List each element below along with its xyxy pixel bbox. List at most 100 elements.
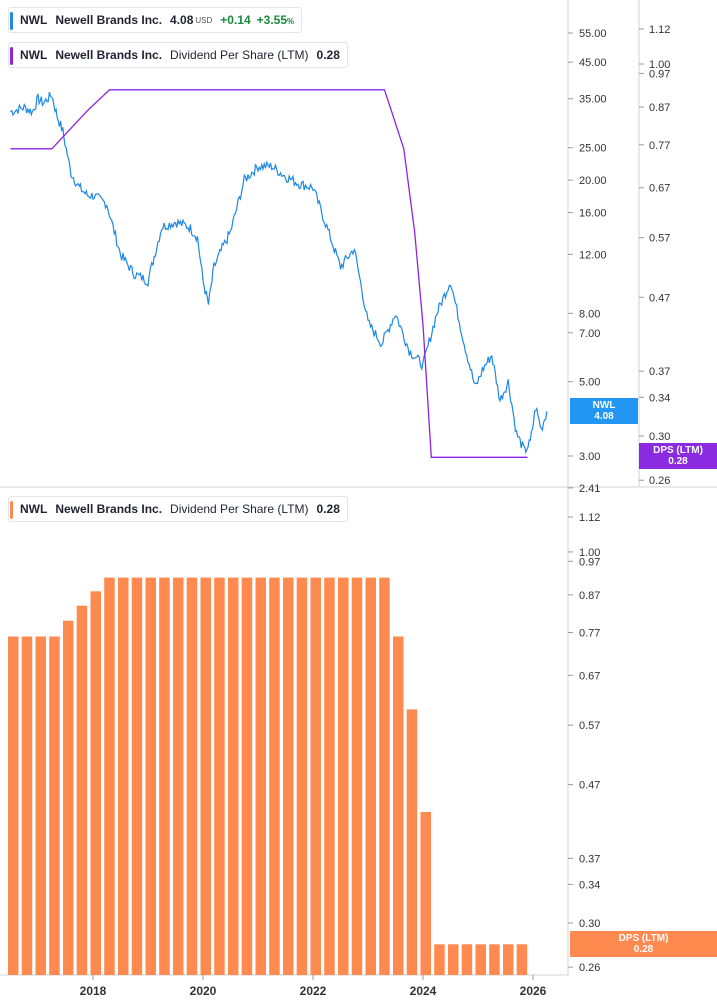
- dps-bar: [118, 577, 129, 975]
- dps-bar: [393, 636, 404, 975]
- price-axis-tick-label: 5.00: [579, 377, 600, 389]
- dps-axis-tick-label: 0.30: [649, 431, 670, 443]
- dps-bar: [489, 944, 500, 975]
- dps-bar: [269, 577, 280, 975]
- price-axis-tick-label: 45.00: [579, 57, 607, 69]
- dps-bar: [35, 636, 46, 975]
- price-line: [10, 91, 548, 455]
- dps-bar: [159, 577, 170, 975]
- legend-ticker: NWL: [20, 13, 48, 27]
- dps-bar: [131, 577, 143, 975]
- dps-bar: [241, 577, 253, 975]
- dps-bar: [63, 620, 74, 975]
- price-tag: NWL 4.08: [570, 398, 638, 424]
- bar-axis-tick-label: 1.00: [579, 547, 600, 559]
- legend-metric: Dividend Per Share (LTM): [170, 502, 309, 516]
- price-axis-tick-label: 16.00: [579, 208, 607, 220]
- dps-bar: [255, 577, 266, 975]
- dps-tag-label: DPS (LTM): [653, 445, 703, 456]
- legend-price[interactable]: NWL Newell Brands Inc. 4.08 USD +0.14 +3…: [8, 7, 303, 33]
- price-axis-tick-label: 8.00: [579, 308, 600, 320]
- price-axis-tick-label: 20.00: [579, 175, 607, 187]
- axes: 55.00 45.00 35.00 25.00 20.00 16.00 12.00 8.00 7…: [80, 24, 671, 998]
- bar-axis-tick-label: 0.57: [579, 720, 600, 732]
- legend-metric-value: 0.28: [316, 48, 340, 62]
- dps-bar: [8, 636, 19, 975]
- dps-tag-bottom: DPS (LTM) 0.28: [570, 931, 717, 957]
- dps-axis-tick-label: 0.87: [649, 102, 670, 114]
- dps-bar: [365, 577, 376, 975]
- legend-company-name: Newell Brands Inc.: [55, 48, 163, 62]
- price-axis-tick-label: 55.00: [579, 28, 607, 40]
- bar-axis-tick-label: 0.67: [579, 670, 600, 682]
- legend-change: +0.14: [220, 13, 251, 27]
- dps-bar: [296, 577, 308, 975]
- dps-axis-tick-label: 0.26: [649, 475, 670, 487]
- dps-bar: [434, 944, 445, 975]
- x-axis-tick-label: 2026: [520, 984, 547, 998]
- legend-metric: Dividend Per Share (LTM): [170, 48, 309, 62]
- price-axis-tick-label: 25.00: [579, 143, 607, 155]
- dps-bar: [76, 605, 88, 975]
- bar-axis-tick-label: 0.30: [579, 918, 600, 930]
- dps-bars: [8, 577, 528, 975]
- bar-axis-tick-label: 0.87: [579, 590, 600, 602]
- price-series-swatch: [10, 12, 13, 30]
- x-axis-tick-label: 2020: [190, 984, 217, 998]
- dps-bar: [448, 944, 459, 975]
- dps-axis-tick-label: 0.97: [649, 68, 670, 80]
- dps-axis-tick-label: 0.34: [649, 392, 670, 404]
- dps-axis-tick-label: 0.77: [649, 140, 670, 152]
- dps-bar: [214, 577, 225, 975]
- dps-bar: [461, 944, 473, 975]
- dps-axis-tick-label: 0.67: [649, 183, 670, 195]
- price-axis-tick-label: 2.41: [579, 483, 600, 495]
- bar-axis-tick-label: 0.97: [579, 556, 600, 568]
- dps-bar: [200, 577, 211, 975]
- legend-company-name: Newell Brands Inc.: [55, 13, 163, 27]
- legend-ticker: NWL: [20, 502, 48, 516]
- dps-axis-tick-label: 0.37: [649, 366, 670, 378]
- legend-dps-bottom[interactable]: NWL Newell Brands Inc. Dividend Per Shar…: [8, 496, 348, 522]
- dps-bar: [104, 577, 115, 975]
- dps-bar-swatch: [10, 501, 13, 519]
- legend-company-name: Newell Brands Inc.: [55, 502, 163, 516]
- dps-bar: [324, 577, 335, 975]
- price-axis-tick-label: 3.00: [579, 451, 600, 463]
- price-axis-tick-label: 7.00: [579, 328, 600, 340]
- dps-bar: [516, 944, 528, 975]
- bar-axis-tick-label: 0.47: [579, 780, 600, 792]
- dps-bottom-tag-label: DPS (LTM): [618, 933, 669, 944]
- dps-line: [10, 89, 528, 458]
- price-axis-tick-label: 12.00: [579, 249, 607, 261]
- price-tag-value: 4.08: [594, 411, 614, 422]
- legend-ticker: NWL: [20, 48, 48, 62]
- dps-axis-tick-label: 1.00: [649, 59, 670, 71]
- dps-series-swatch: [10, 47, 13, 65]
- dps-bar: [475, 944, 486, 975]
- legend-metric-value: 0.28: [316, 502, 340, 516]
- dps-bar: [420, 812, 431, 975]
- dps-tag-value: 0.28: [668, 456, 688, 467]
- dps-bar: [49, 636, 60, 975]
- dps-bar: [503, 944, 514, 975]
- dps-axis-tick-label: 0.47: [649, 292, 670, 304]
- bar-axis-tick-label: 0.34: [579, 879, 600, 891]
- dps-axis-tick-label: 1.12: [649, 24, 670, 36]
- dps-tag-top: DPS (LTM) 0.28: [639, 443, 717, 469]
- x-axis-tick-label: 2024: [410, 984, 437, 998]
- bar-axis-tick-label: 1.12: [579, 512, 600, 524]
- legend-dps-top[interactable]: NWL Newell Brands Inc. Dividend Per Shar…: [8, 42, 348, 68]
- dps-bar: [145, 577, 156, 975]
- dps-bar: [173, 577, 184, 975]
- bar-axis-tick-label: 0.37: [579, 853, 600, 865]
- bar-axis-tick-label: 0.26: [579, 962, 600, 974]
- dps-bar: [406, 709, 418, 975]
- dps-bar: [379, 577, 390, 975]
- dps-bar: [228, 577, 239, 975]
- legend-change-pct: +3.55%: [256, 13, 295, 27]
- dps-axis-tick-label: 0.57: [649, 233, 670, 245]
- dps-bar: [310, 577, 321, 975]
- legend-price-value: 4.08: [170, 13, 194, 27]
